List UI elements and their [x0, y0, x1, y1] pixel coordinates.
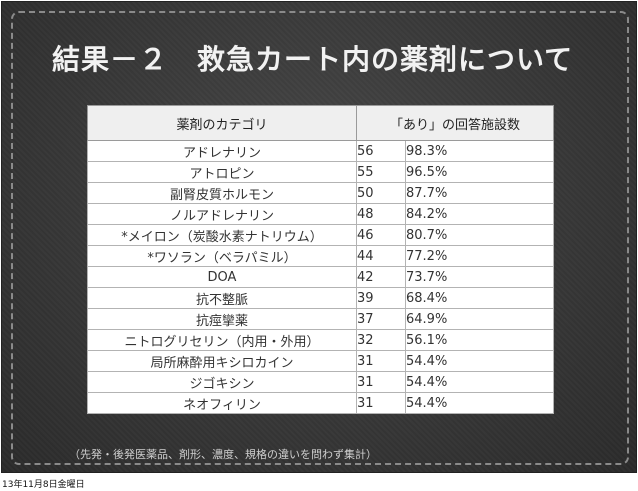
table-row: ニトログリセリン（内用・外用） 32 56.1% [87, 329, 554, 351]
row-count: 31 [356, 392, 406, 414]
row-percent: 80.7% [405, 224, 554, 246]
row-category: 局所麻酔用キシロカイン [87, 350, 357, 372]
footnote: （先発・後発医薬品、剤形、濃度、規格の違いを問わず集計） [69, 448, 377, 461]
row-category: 抗痙攣薬 [87, 308, 357, 330]
table-row: *メイロン（炭酸水素ナトリウム） 46 80.7% [87, 224, 554, 246]
row-category: DOA [87, 266, 357, 288]
row-percent: 73.7% [405, 266, 554, 288]
row-count: 46 [356, 224, 406, 246]
row-count: 55 [356, 161, 406, 183]
table-row: アトロピン 55 96.5% [87, 161, 554, 183]
table-row: ノルアドレナリン 48 84.2% [87, 203, 554, 225]
row-percent: 87.7% [405, 182, 554, 204]
row-percent: 84.2% [405, 203, 554, 225]
row-percent: 54.4% [405, 371, 554, 393]
table-row: 抗不整脈 39 68.4% [87, 287, 554, 309]
row-count: 31 [356, 371, 406, 393]
row-category: 抗不整脈 [87, 287, 357, 309]
row-percent: 56.1% [405, 329, 554, 351]
row-category: ネオフィリン [87, 392, 357, 414]
table-row: 抗痙攣薬 37 64.9% [87, 308, 554, 330]
row-percent: 98.3% [405, 140, 554, 162]
table-row: ジゴキシン 31 54.4% [87, 371, 554, 393]
slide-stitched-border [11, 11, 629, 465]
table-row: ネオフィリン 31 54.4% [87, 392, 554, 414]
row-count: 50 [356, 182, 406, 204]
row-percent: 96.5% [405, 161, 554, 183]
row-count: 31 [356, 350, 406, 372]
table-row: アドレナリン 56 98.3% [87, 140, 554, 162]
row-count: 42 [356, 266, 406, 288]
row-percent: 77.2% [405, 245, 554, 267]
row-category: アトロピン [87, 161, 357, 183]
row-category: ニトログリセリン（内用・外用） [87, 329, 357, 351]
table-row: 局所麻酔用キシロカイン 31 54.4% [87, 350, 554, 372]
row-count: 48 [356, 203, 406, 225]
row-percent: 64.9% [405, 308, 554, 330]
table-row: DOA 42 73.7% [87, 266, 554, 288]
slide-title: 結果－２ 救急カート内の薬剤について [52, 43, 574, 76]
header-answer: 「あり」の回答施設数 [356, 105, 554, 141]
row-count: 37 [356, 308, 406, 330]
slide: 結果－２ 救急カート内の薬剤について 薬剤のカテゴリ 「あり」の回答施設数 アド… [1, 1, 637, 473]
header-category: 薬剤のカテゴリ [87, 105, 357, 141]
row-percent: 54.4% [405, 392, 554, 414]
row-count: 44 [356, 245, 406, 267]
row-category: 副腎皮質ホルモン [87, 182, 357, 204]
table-row: 副腎皮質ホルモン 50 87.7% [87, 182, 554, 204]
table-row: *ワソラン（ベラパミル） 44 77.2% [87, 245, 554, 267]
row-percent: 68.4% [405, 287, 554, 309]
row-category: *メイロン（炭酸水素ナトリウム） [87, 224, 357, 246]
row-count: 56 [356, 140, 406, 162]
row-category: ノルアドレナリン [87, 203, 357, 225]
row-category: ジゴキシン [87, 371, 357, 393]
table-header-row: 薬剤のカテゴリ 「あり」の回答施設数 [87, 105, 554, 141]
date-stamp: 13年11月8日金曜日 [2, 480, 85, 490]
row-category: *ワソラン（ベラパミル） [87, 245, 357, 267]
row-count: 32 [356, 329, 406, 351]
row-count: 39 [356, 287, 406, 309]
drug-table: 薬剤のカテゴリ 「あり」の回答施設数 アドレナリン 56 98.3% アトロピン… [87, 105, 554, 414]
row-category: アドレナリン [87, 140, 357, 162]
row-percent: 54.4% [405, 350, 554, 372]
